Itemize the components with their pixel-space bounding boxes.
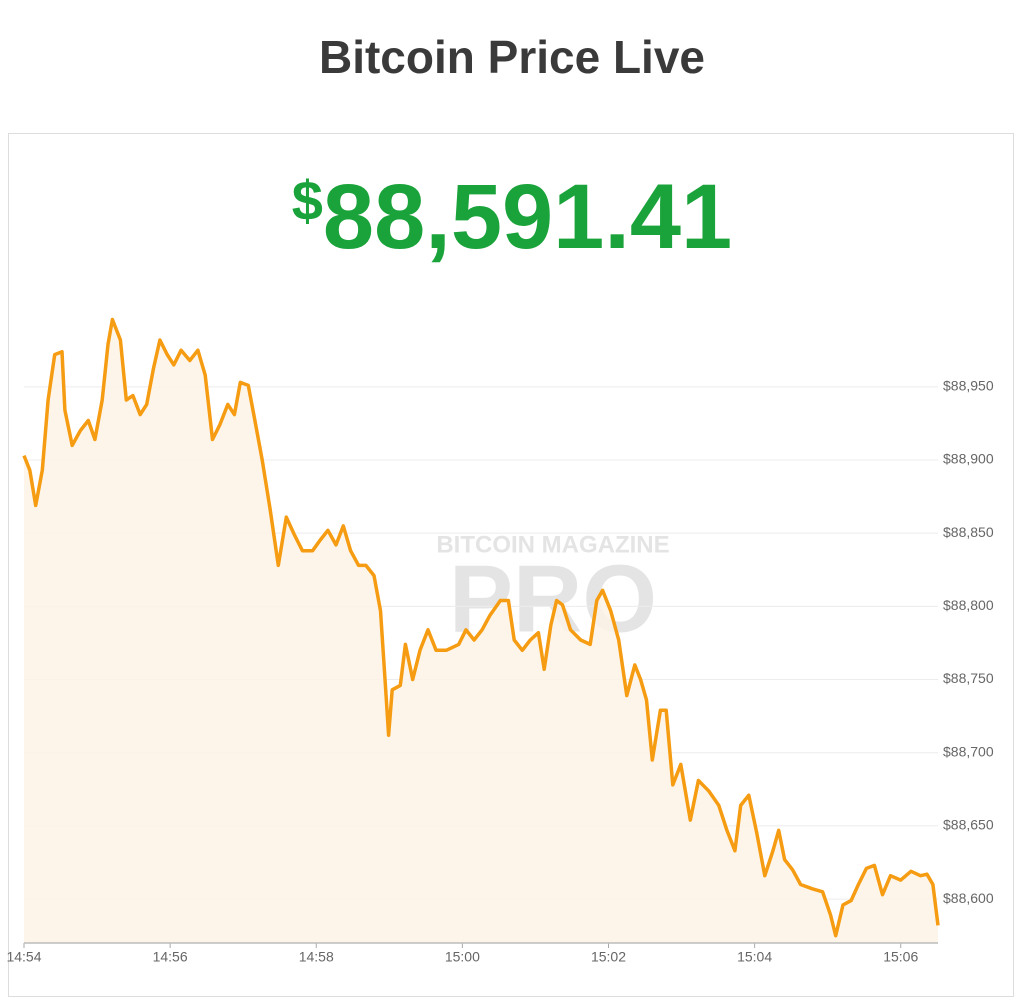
y-tick-label: $88,900 (943, 451, 994, 467)
price-value: 88,591.41 (322, 166, 733, 268)
price: $88,591.41 (0, 165, 1024, 270)
y-tick-label: $88,950 (943, 378, 994, 394)
page-title: Bitcoin Price Live (318, 31, 705, 83)
x-tick-label: 15:00 (445, 949, 480, 965)
chart-card (8, 133, 1014, 997)
y-tick-label: $88,700 (943, 743, 994, 759)
watermark: BITCOIN MAGAZINE (436, 531, 669, 558)
price-currency: $ (291, 169, 323, 232)
x-tick-label: 14:58 (299, 949, 334, 965)
y-tick-label: $88,750 (943, 670, 994, 686)
y-tick-label: $88,850 (943, 524, 994, 540)
y-tick-label: $88,800 (943, 597, 994, 613)
x-tick-label: 14:54 (6, 949, 41, 965)
price-line (22, 317, 940, 938)
x-tick-label: 15:02 (591, 949, 626, 965)
x-tick-label: 15:04 (737, 949, 772, 965)
x-tick-label: 14:56 (153, 949, 188, 965)
y-tick-label: $88,650 (943, 817, 994, 833)
x-tick-label: 15:06 (883, 949, 918, 965)
y-tick-label: $88,600 (943, 890, 994, 906)
